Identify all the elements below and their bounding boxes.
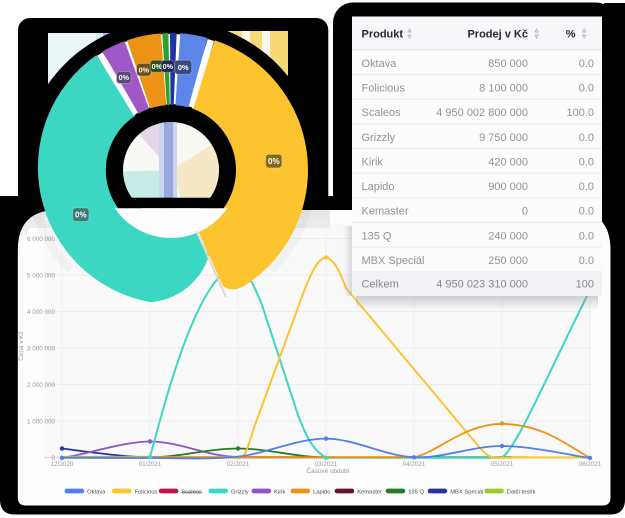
svg-text:Folicious: Folicious (135, 490, 158, 496)
svg-text:Kemaster: Kemaster (357, 490, 382, 496)
svg-text:0: 0 (522, 206, 528, 218)
svg-text:0%: 0% (178, 63, 189, 72)
svg-text:0.0: 0.0 (579, 82, 594, 94)
svg-text:Další testík: Další testík (507, 490, 536, 496)
svg-text:0%: 0% (268, 157, 280, 166)
svg-text:Produkt: Produkt (362, 28, 404, 40)
svg-text:0%: 0% (75, 211, 87, 220)
svg-text:03/2021: 03/2021 (315, 461, 338, 468)
svg-text:850 000: 850 000 (488, 58, 528, 70)
svg-text:3 000 000: 3 000 000 (27, 345, 56, 352)
svg-text:Oktava: Oktava (87, 490, 106, 496)
svg-text:900 000: 900 000 (488, 181, 528, 193)
svg-text:135 Q: 135 Q (362, 230, 392, 242)
svg-text:0%: 0% (119, 73, 130, 82)
svg-text:0.0: 0.0 (579, 58, 594, 70)
svg-text:Folicious: Folicious (362, 82, 406, 94)
svg-text:0.0: 0.0 (579, 132, 594, 144)
svg-text:4 000 000: 4 000 000 (27, 309, 56, 316)
svg-text:Kemaster: Kemaster (362, 206, 409, 218)
svg-text:100: 100 (576, 279, 594, 291)
svg-text:420 000: 420 000 (488, 156, 528, 168)
svg-text:0.0: 0.0 (579, 181, 594, 193)
svg-text:Časové období: Časové období (307, 466, 350, 475)
svg-text:02/2021: 02/2021 (227, 461, 250, 468)
svg-text:06/2021: 06/2021 (579, 461, 602, 468)
svg-text:4 950 002 800 000: 4 950 002 800 000 (436, 107, 528, 119)
svg-text:0.0: 0.0 (579, 206, 594, 218)
svg-text:100.0: 100.0 (566, 107, 594, 119)
svg-text:Celkem: Celkem (362, 279, 399, 291)
svg-text:Lapido: Lapido (313, 490, 330, 496)
svg-text:0.0: 0.0 (579, 255, 594, 267)
svg-text:0%: 0% (152, 62, 163, 71)
svg-text:12/2020: 12/2020 (51, 461, 74, 468)
svg-text:MBX Speciál: MBX Speciál (450, 490, 483, 496)
svg-text:MBX Speciál: MBX Speciál (362, 255, 425, 267)
svg-text:Cena v Kč: Cena v Kč (18, 330, 25, 360)
svg-text:0%: 0% (139, 65, 150, 74)
svg-text:5 000 000: 5 000 000 (27, 272, 56, 279)
svg-text:240 000: 240 000 (488, 230, 528, 242)
svg-text:6 000 000: 6 000 000 (27, 236, 56, 243)
svg-text:Lapido: Lapido (362, 181, 395, 193)
svg-text:0: 0 (51, 455, 55, 462)
svg-text:05/2021: 05/2021 (491, 461, 514, 468)
svg-text:04/2021: 04/2021 (403, 461, 426, 468)
svg-text:4 950 023 310 000: 4 950 023 310 000 (436, 279, 528, 291)
svg-text:0.0: 0.0 (579, 230, 594, 242)
svg-text:0.0: 0.0 (579, 156, 594, 168)
svg-text:Scaleos: Scaleos (362, 107, 402, 119)
svg-text:Scaleos: Scaleos (181, 490, 202, 496)
svg-text:9 750 000: 9 750 000 (479, 132, 528, 144)
svg-text:Prodej v Kč: Prodej v Kč (467, 28, 528, 40)
svg-text:135 Q: 135 Q (408, 490, 424, 496)
svg-text:0%: 0% (163, 62, 174, 71)
svg-text:Kirik: Kirik (362, 156, 384, 168)
svg-text:250 000: 250 000 (488, 255, 528, 267)
svg-text:2 000 000: 2 000 000 (27, 382, 56, 389)
svg-text:8 100 000: 8 100 000 (479, 82, 528, 94)
svg-text:%: % (566, 28, 576, 40)
svg-text:Kirik: Kirik (274, 490, 285, 496)
svg-text:Grizzly: Grizzly (362, 132, 396, 144)
svg-text:Grizzly: Grizzly (231, 490, 249, 496)
svg-text:1 000 000: 1 000 000 (27, 418, 56, 425)
svg-text:01/2021: 01/2021 (139, 461, 162, 468)
svg-text:Oktava: Oktava (362, 58, 398, 70)
